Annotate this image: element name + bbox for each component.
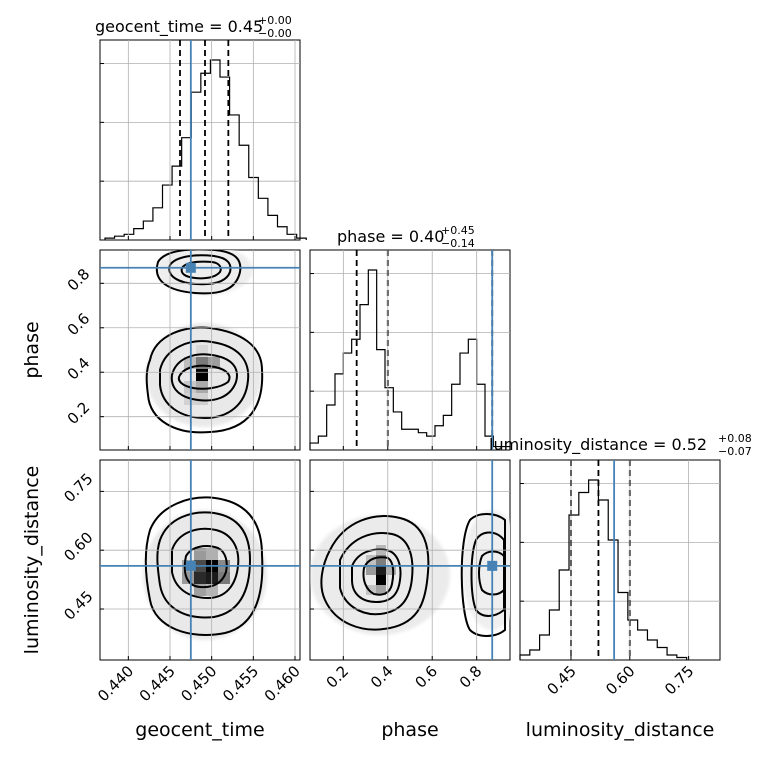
x-tick-label: 0.8 <box>456 662 486 692</box>
xlabel-phase: phase <box>381 719 438 741</box>
ylabel-phase: phase <box>21 321 43 378</box>
title-geocent-time-sup: +0.00 <box>258 14 292 27</box>
xlabel-geocent-time: geocent_time <box>135 719 264 741</box>
title-geocent-time-sub: −0.00 <box>258 27 292 40</box>
y-tick-label: 0.60 <box>60 528 96 564</box>
truth-marker <box>185 560 196 571</box>
y-tick-label: 0.75 <box>60 470 96 506</box>
y-tick-label: 0.8 <box>64 265 94 295</box>
title-geocent-time: geocent_time = 0.45 +0.00 −0.00 <box>95 14 292 40</box>
panel-hist-geocent-time <box>99 39 301 241</box>
histogram-step <box>519 479 688 660</box>
panel-hist-luminosity-distance <box>519 459 721 661</box>
title-luminosity-distance-prefix: luminosity_distance = 0.52 <box>489 435 707 455</box>
title-phase: phase = 0.40 +0.45 −0.14 <box>337 224 475 250</box>
title-phase-sup: +0.45 <box>441 224 475 237</box>
ylabel-luminosity-distance: luminosity_distance <box>21 466 43 655</box>
x-tick-label: 0.440 <box>94 662 137 705</box>
x-tick-label: 0.460 <box>261 662 304 705</box>
title-luminosity-distance-sup: +0.08 <box>718 432 752 445</box>
panel-hist-phase <box>309 249 511 451</box>
contours-phase-luminosity-distance <box>310 510 510 637</box>
contours-geocent-time-phase <box>145 250 264 434</box>
x-tick-label: 0.75 <box>661 662 697 698</box>
contours-geocent-time-luminosity-distance <box>143 496 267 640</box>
truth-marker <box>487 560 498 571</box>
title-luminosity-distance-sub: −0.07 <box>718 445 752 458</box>
y-tick-label: 0.4 <box>64 354 94 384</box>
x-tick-label: 0.60 <box>602 662 638 698</box>
x-tick-label: 0.455 <box>219 662 262 705</box>
x-tick-label: 0.6 <box>411 662 441 692</box>
x-tick-label: 0.2 <box>323 662 353 692</box>
xlabel-luminosity-distance: luminosity_distance <box>526 719 715 741</box>
y-tick-label: 0.2 <box>64 398 94 428</box>
y-tick-label: 0.45 <box>60 587 96 623</box>
x-tick-label: 0.450 <box>177 662 220 705</box>
truth-marker <box>185 262 196 273</box>
x-tick-label: 0.445 <box>136 662 179 705</box>
x-tick-label: 0.45 <box>543 662 579 698</box>
title-phase-sub: −0.14 <box>441 237 475 250</box>
title-geocent-time-prefix: geocent_time = 0.45 <box>95 17 263 37</box>
y-tick-label: 0.6 <box>64 309 94 339</box>
title-luminosity-distance: luminosity_distance = 0.52 +0.08 −0.07 <box>489 432 752 458</box>
histogram-luminosity_distance <box>519 479 688 660</box>
title-phase-prefix: phase = 0.40 <box>337 227 444 246</box>
x-tick-label: 0.4 <box>367 662 397 692</box>
